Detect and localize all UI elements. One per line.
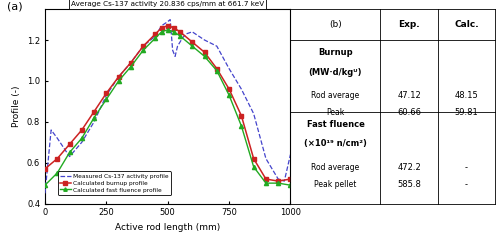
Text: (a): (a) [7, 2, 22, 12]
Text: -: - [465, 180, 468, 189]
Y-axis label: Profile (-): Profile (-) [12, 86, 22, 127]
Text: 472.2: 472.2 [397, 163, 421, 172]
Text: (×10¹⁹ n/cm²): (×10¹⁹ n/cm²) [304, 139, 367, 149]
Text: Peak pellet: Peak pellet [314, 180, 356, 189]
Text: Burnup: Burnup [318, 48, 353, 57]
Text: 60.66: 60.66 [397, 108, 421, 117]
Text: -: - [465, 163, 468, 172]
Title: Average Cs-137 activity 20.836 cps/mm at 661.7 keV: Average Cs-137 activity 20.836 cps/mm at… [71, 1, 264, 7]
Text: 59.81: 59.81 [454, 108, 478, 117]
Text: 48.15: 48.15 [454, 91, 478, 100]
Text: (MW·d/kgᵁ): (MW·d/kgᵁ) [308, 68, 362, 77]
Text: Rod average: Rod average [312, 91, 360, 100]
Text: Rod average: Rod average [312, 163, 360, 172]
X-axis label: Active rod length (mm): Active rod length (mm) [115, 223, 220, 232]
Text: Calc.: Calc. [454, 20, 478, 29]
Text: (b): (b) [329, 20, 342, 29]
Legend: Measured Cs-137 activity profile, Calculated burnup profile, Calculated fast flu: Measured Cs-137 activity profile, Calcul… [58, 172, 171, 195]
Text: 585.8: 585.8 [397, 180, 421, 189]
Text: Fast fluence: Fast fluence [306, 120, 364, 129]
Text: Exp.: Exp. [398, 20, 420, 29]
Text: Peak: Peak [326, 108, 344, 117]
Text: 47.12: 47.12 [397, 91, 421, 100]
